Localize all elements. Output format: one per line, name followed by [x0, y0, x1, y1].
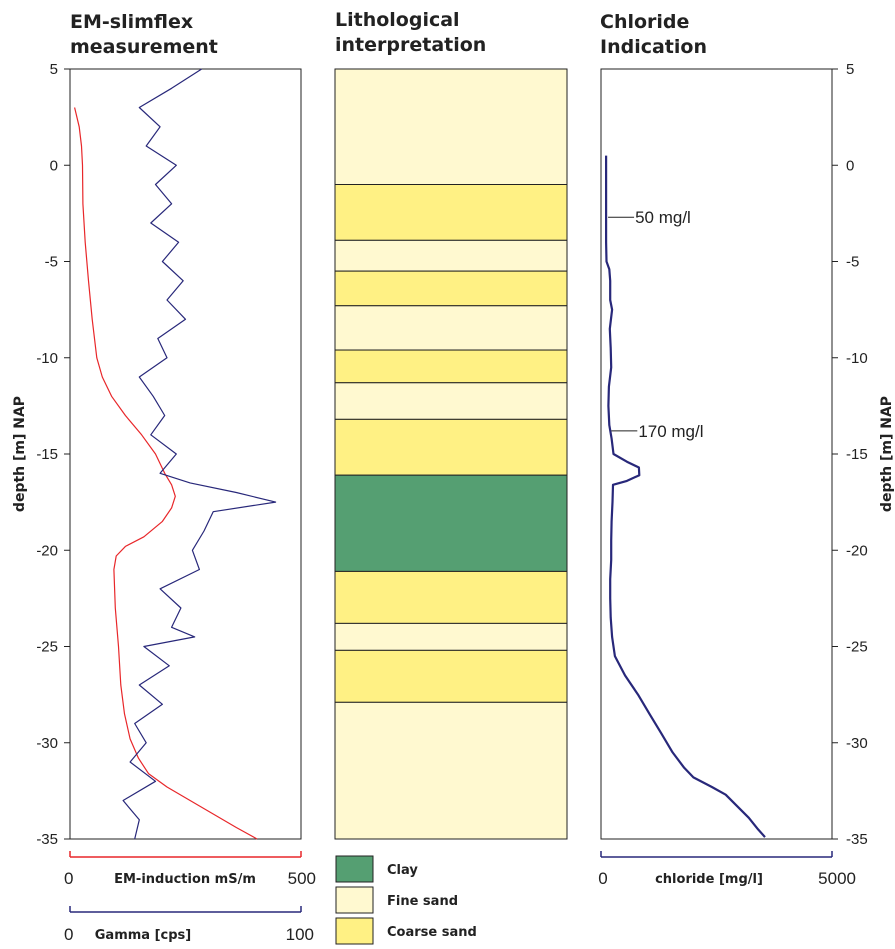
lithology-layer	[334, 474, 568, 572]
em-depth-tick-label: -10	[36, 350, 58, 367]
chloride-panel-title-line-1: Chloride	[600, 11, 689, 33]
chloride-depth-tick-label: 0	[846, 157, 854, 174]
em-depth-tick-label: -20	[36, 542, 58, 559]
chloride-depth-axis: 5 0 -5 -10 -15 -20 -25 -30 -35	[832, 61, 868, 848]
lithology-column-frame	[334, 68, 568, 840]
em-induction-axis-min: 0	[64, 869, 73, 888]
chloride-depth-tick-label: -5	[846, 254, 859, 271]
lithology-layer	[334, 382, 568, 420]
lithology-panel-title-line-2: interpretation	[335, 34, 486, 56]
legend-swatch	[335, 917, 374, 945]
chloride-axis-label: chloride [mg/l]	[655, 872, 763, 887]
gamma-axis-min: 0	[64, 925, 73, 944]
chloride-depth-tick-label: -20	[846, 542, 868, 559]
lithology-layer	[334, 701, 568, 840]
annotation-label: 170 mg/l	[638, 422, 703, 441]
chloride-depth-tick-label: -25	[846, 639, 868, 656]
gamma-axis: 0 Gamma [cps] 100	[64, 906, 314, 944]
legend-swatch	[335, 855, 374, 883]
lithology-layer	[334, 68, 568, 185]
chloride-plot-frame	[600, 68, 833, 840]
legend-label: Coarse sand	[387, 925, 477, 940]
gamma-line	[122, 68, 277, 840]
em-depth-tick-label: -35	[36, 831, 58, 848]
legend-swatch	[335, 886, 374, 914]
em-plot-frame	[69, 68, 302, 840]
lithology-column	[334, 68, 568, 840]
chloride-line	[605, 155, 766, 838]
em-induction-axis-label: EM-induction mS/m	[114, 872, 256, 887]
lithology-layer	[334, 649, 568, 703]
lithology-layer	[334, 305, 568, 351]
lithology-layer	[334, 349, 568, 384]
em-depth-tick-label: -25	[36, 639, 58, 656]
em-depth-tick-label: 0	[50, 157, 58, 174]
chloride-depth-tick-label: -10	[846, 350, 868, 367]
em-depth-tick-label: -5	[45, 254, 58, 271]
em-panel-title-line-1: EM-slimflex	[70, 11, 193, 33]
em-induction-axis: 0 EM-induction mS/m 500	[64, 851, 316, 888]
chloride-axis: 0 chloride [mg/l] 5000	[598, 851, 856, 888]
lithology-panel: Lithological interpretation Clay Fine san…	[334, 9, 568, 945]
lithology-layer	[334, 270, 568, 307]
annotation-label: 50 mg/l	[635, 208, 691, 227]
chloride-depth-tick-label: -30	[846, 735, 868, 752]
em-induction-line	[74, 107, 258, 840]
legend-label: Fine sand	[387, 894, 458, 909]
em-depth-tick-label: -15	[36, 446, 58, 463]
chloride-panel-title-line-2: Indication	[600, 36, 707, 58]
lithology-panel-title-line-1: Lithological	[335, 9, 460, 31]
chloride-depth-axis-label: depth [m] NAP	[879, 396, 895, 512]
em-depth-tick-label: 5	[50, 61, 58, 78]
em-depth-axis: 5 0 -5 -10 -15 -20 -25 -30 -35	[36, 61, 70, 848]
lithology-layer	[334, 184, 568, 241]
chloride-depth-tick-label: 5	[846, 61, 854, 78]
lithology-layer	[334, 622, 568, 651]
em-panel: EM-slimflex measurement 5 0 -5 -10 -15 -20 -25…	[12, 11, 316, 944]
em-depth-axis-label: depth [m] NAP	[12, 396, 28, 512]
chloride-panel: Chloride Indication 5 0 -5 -10 -15 -20 -25 -30 -…	[598, 11, 895, 888]
chloride-axis-min: 0	[598, 869, 607, 888]
chloride-annotations: 50 mg/l 170 mg/l	[608, 208, 704, 441]
gamma-axis-label: Gamma [cps]	[95, 928, 191, 943]
gamma-axis-max: 100	[286, 925, 314, 944]
chloride-depth-tick-label: -15	[846, 446, 868, 463]
lithology-layer	[334, 570, 568, 624]
lithology-layer	[334, 239, 568, 272]
em-depth-tick-label: -30	[36, 735, 58, 752]
em-panel-title-line-2: measurement	[70, 36, 218, 58]
chloride-depth-tick-label: -35	[846, 831, 868, 848]
chloride-axis-max: 5000	[818, 869, 856, 888]
lithology-layer	[334, 418, 568, 476]
lithology-legend: Clay Fine sand Coarse sand	[335, 855, 477, 945]
em-induction-axis-max: 500	[288, 869, 316, 888]
legend-label: Clay	[387, 863, 418, 878]
